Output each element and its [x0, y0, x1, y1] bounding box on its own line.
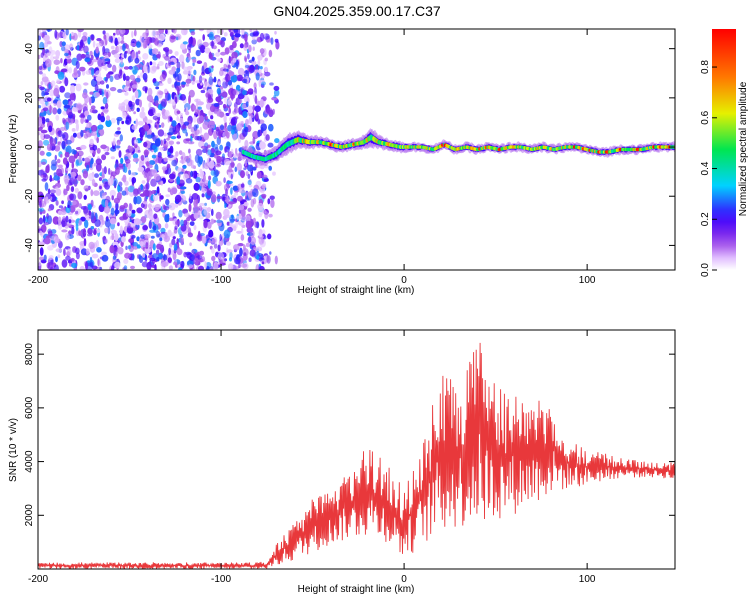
snr-panel: -200 -100 0 100 2000 4000 6000 8000 Height of s…: [8, 329, 676, 595]
y-tick-label: 4000: [24, 450, 35, 473]
x-tick-label: 100: [579, 275, 596, 286]
y-tick-label: 20: [24, 92, 35, 104]
spectrogram-image: [38, 29, 675, 270]
y-tick-label: 0: [24, 144, 35, 150]
snr-ylabel: SNR (10 * v/v): [8, 418, 19, 482]
y-tick-label: -20: [24, 189, 35, 204]
snr-xlabel: Height of straight line (km): [298, 584, 415, 595]
figure-title: GN04.2025.359.00.17.C37: [273, 3, 441, 19]
y-tick-label: 6000: [24, 396, 35, 419]
x-tick-label: 0: [401, 574, 407, 585]
x-tick-label: -100: [211, 574, 231, 585]
x-tick-label: -200: [28, 574, 48, 585]
x-tick-label: -200: [28, 275, 48, 286]
x-tick-label: 0: [401, 275, 407, 286]
y-tick-label: -40: [24, 238, 35, 253]
y-tick-label: 2000: [24, 504, 35, 527]
colorbar-scale: [712, 29, 736, 270]
colorbar-tick-label: 0.8: [700, 60, 711, 74]
snr-frame: [37, 329, 676, 570]
spectrogram-xlabel: Height of straight line (km): [298, 285, 415, 296]
spectrogram-frame: [37, 28, 676, 271]
colorbar-tick-label: 0.4: [700, 161, 711, 175]
colorbar-tick-label: 0.6: [700, 110, 711, 124]
y-tick-label: 40: [24, 43, 35, 55]
snr-series-line: [38, 342, 675, 569]
colorbar-label: Normalized spectral amplitude: [738, 81, 749, 216]
colorbar-tick-label: 0.0: [700, 263, 711, 277]
x-tick-label: 100: [579, 574, 596, 585]
y-tick-label: 8000: [24, 343, 35, 366]
colorbar-tick-label: 0.2: [700, 212, 711, 226]
spectrogram-ylabel: Frequency (Hz): [8, 115, 19, 184]
x-tick-label: -100: [211, 275, 231, 286]
colorbar: 0.0 0.2 0.4 0.6 0.8 Normalized spectral ampl…: [700, 29, 749, 277]
